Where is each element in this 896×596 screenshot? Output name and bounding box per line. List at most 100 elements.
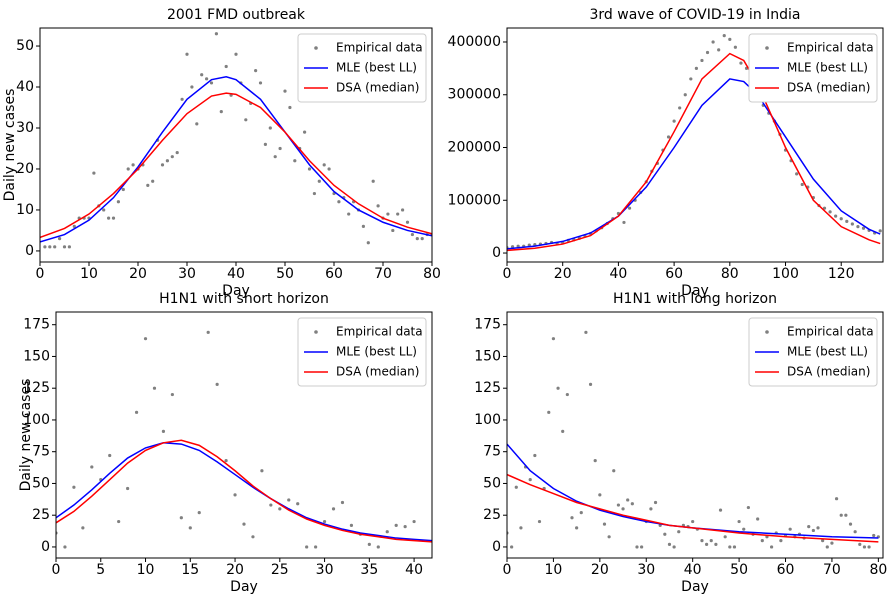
data-point — [717, 48, 721, 52]
data-point — [385, 530, 389, 534]
data-point — [161, 429, 166, 433]
data-point — [769, 545, 774, 549]
legend-label: DSA (median) — [336, 81, 419, 95]
x-tick-label: 30 — [178, 266, 196, 282]
data-point — [795, 172, 799, 176]
data-point — [579, 511, 583, 515]
data-point — [683, 93, 687, 97]
data-point — [296, 502, 300, 506]
data-point — [811, 528, 815, 533]
line-series — [507, 78, 881, 250]
plot-area — [507, 330, 880, 549]
x-tick-label: 80 — [423, 266, 441, 282]
legend: Empirical data MLE (best LL) DSA (median) — [748, 33, 878, 103]
legend-box — [297, 33, 427, 103]
subplot-title: H1N1 with long horizon — [613, 291, 777, 307]
data-point — [732, 545, 737, 549]
data-point — [312, 191, 316, 196]
data-point — [856, 225, 860, 229]
data-point — [278, 507, 282, 511]
legend-label: Empirical data — [787, 325, 874, 339]
data-point — [242, 522, 246, 526]
y-tick-label: 300000 — [448, 87, 501, 103]
data-point — [263, 142, 267, 146]
y-tick-label: 25 — [32, 507, 50, 523]
data-point — [519, 526, 523, 530]
data-point — [691, 519, 695, 524]
data-point — [111, 216, 116, 220]
data-point — [108, 453, 112, 458]
y-tick-label: 0 — [492, 245, 501, 261]
data-point — [415, 237, 419, 241]
legend-label: MLE (best LL) — [336, 345, 417, 359]
data-point — [234, 52, 238, 56]
data-point — [170, 155, 174, 159]
data-point — [807, 525, 811, 529]
y-tick-label: 100 — [23, 412, 50, 428]
data-point — [756, 517, 760, 521]
plot-area — [40, 32, 432, 249]
data-point — [514, 485, 518, 489]
data-point — [278, 146, 282, 151]
y-tick-label: 125 — [23, 380, 50, 396]
data-point — [825, 545, 829, 549]
data-point — [733, 45, 737, 49]
data-point — [678, 106, 682, 110]
data-point — [175, 150, 179, 155]
y-tick-label: 50 — [483, 475, 501, 491]
data-point — [537, 519, 542, 524]
data-point — [746, 505, 750, 510]
x-tick-label: 50 — [730, 562, 748, 578]
data-point — [376, 204, 380, 208]
x-tick-label: 120 — [828, 266, 855, 282]
line-series — [56, 442, 432, 542]
data-point — [593, 458, 597, 463]
data-point — [830, 541, 834, 545]
x-tick-label: 0 — [52, 562, 61, 578]
data-point — [575, 526, 579, 530]
legend-box — [297, 317, 427, 387]
data-point — [283, 89, 287, 93]
data-point — [760, 539, 764, 543]
data-point — [405, 220, 410, 224]
axes-frame — [506, 27, 884, 263]
data-point — [116, 200, 120, 204]
legend: Empirical data MLE (best LL) DSA (median) — [748, 317, 878, 387]
data-point — [742, 527, 746, 531]
data-point — [607, 535, 611, 539]
data-point — [672, 119, 676, 123]
data-point — [287, 498, 291, 502]
data-point — [361, 224, 365, 228]
data-point — [376, 545, 380, 549]
x-tick-label: 80 — [869, 562, 887, 578]
data-point — [327, 167, 331, 171]
x-tick-label: 20 — [591, 562, 609, 578]
legend-label: Empirical data — [787, 41, 874, 55]
data-point — [48, 245, 52, 249]
data-point — [626, 498, 630, 502]
data-point — [134, 410, 139, 414]
data-point — [844, 513, 848, 517]
data-point — [322, 519, 327, 524]
x-tick-label: 70 — [374, 266, 392, 282]
y-tick-label: 125 — [474, 380, 501, 396]
data-point — [533, 453, 537, 458]
data-point — [53, 245, 57, 249]
data-point — [547, 410, 551, 414]
data-point — [718, 508, 723, 512]
data-point — [244, 118, 248, 122]
legend-label: DSA (median) — [336, 365, 419, 379]
data-point — [179, 516, 183, 520]
legend-box — [748, 317, 878, 387]
legend-marker — [765, 46, 769, 50]
data-point — [602, 522, 607, 526]
subplot-title: 2001 FMD outbreak — [167, 7, 306, 23]
data-point — [663, 532, 667, 536]
data-point — [43, 245, 47, 249]
data-point — [303, 130, 307, 134]
data-point — [121, 187, 125, 192]
y-tick-label: 400000 — [448, 34, 501, 50]
data-point — [347, 212, 351, 216]
x-tick-label: 100 — [772, 266, 799, 282]
data-point — [396, 212, 400, 216]
